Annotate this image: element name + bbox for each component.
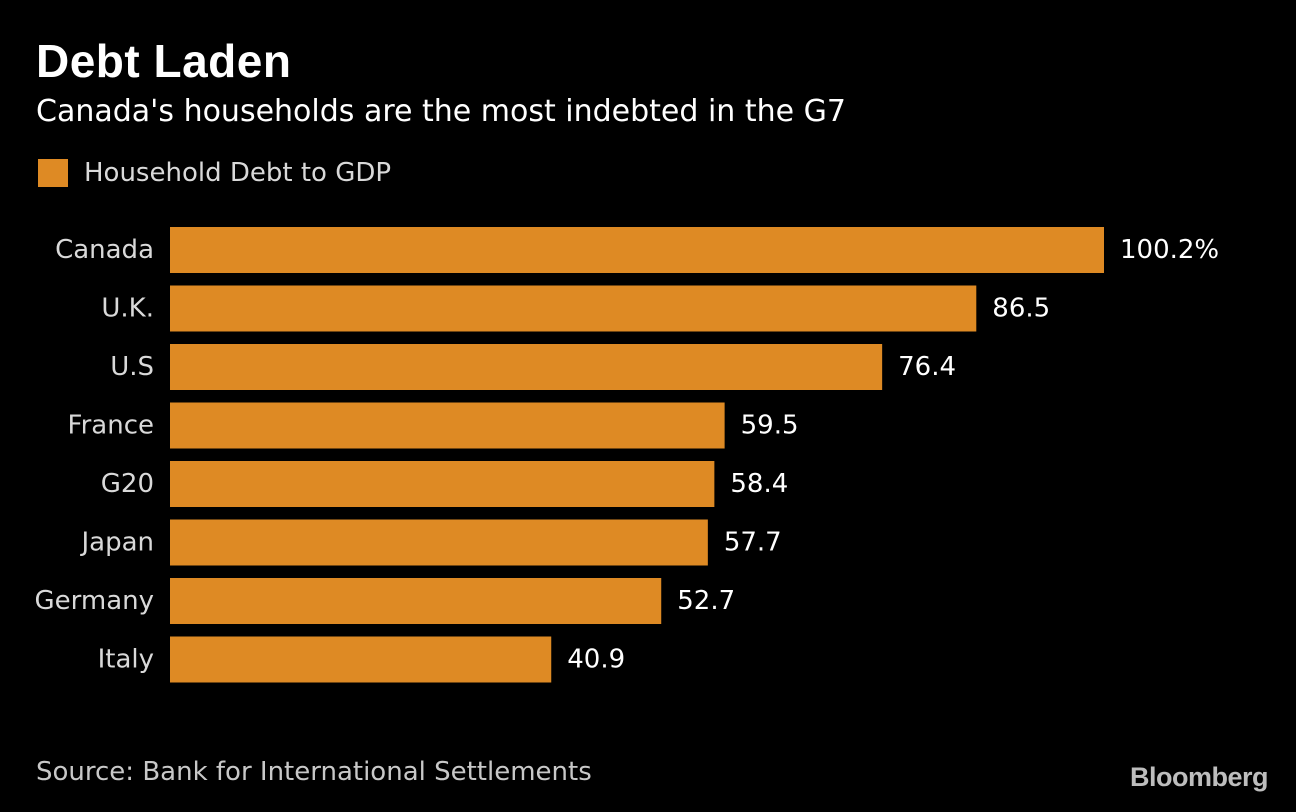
value-label: 58.4 [730, 469, 788, 499]
value-label: 59.5 [741, 411, 799, 441]
bloomberg-logo: Bloomberg [1129, 762, 1269, 792]
bar [170, 285, 977, 332]
source-note: Source: Bank for International Settlemen… [36, 757, 592, 787]
bar [170, 461, 715, 507]
chart-subtitle: Canada's households are the most indebte… [36, 94, 846, 129]
legend-swatch [38, 159, 68, 187]
category-label: G20 [101, 469, 154, 499]
value-label: 76.4 [898, 352, 956, 382]
bar [170, 636, 552, 683]
category-label: U.K. [101, 294, 154, 324]
bar [170, 402, 725, 449]
bar [170, 578, 662, 624]
bar [170, 519, 708, 566]
value-label: 40.9 [567, 645, 625, 675]
value-label: 57.7 [724, 528, 782, 558]
value-label: 100.2% [1120, 235, 1219, 265]
category-label: Japan [79, 528, 154, 558]
category-label: Germany [34, 586, 154, 616]
category-label: France [68, 411, 154, 441]
category-label: Italy [98, 645, 154, 675]
bar [170, 227, 1104, 273]
legend-label: Household Debt to GDP [84, 158, 392, 188]
category-label: U.S [110, 352, 154, 382]
chart-title: Debt Laden [36, 35, 292, 87]
bar [170, 344, 883, 390]
category-label: Canada [55, 235, 154, 265]
legend: Household Debt to GDP [38, 158, 391, 188]
value-label: 86.5 [992, 294, 1050, 324]
value-label: 52.7 [677, 586, 735, 616]
